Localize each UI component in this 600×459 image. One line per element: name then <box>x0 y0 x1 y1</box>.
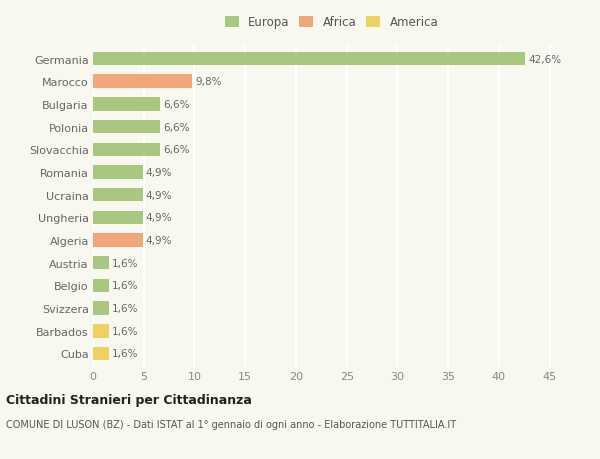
Bar <box>93 234 143 247</box>
Text: 42,6%: 42,6% <box>529 55 562 64</box>
Text: 6,6%: 6,6% <box>163 145 190 155</box>
Text: 4,9%: 4,9% <box>146 235 172 246</box>
Bar <box>93 98 160 112</box>
Bar <box>93 53 526 66</box>
Text: 4,9%: 4,9% <box>146 168 172 178</box>
Bar <box>93 347 109 360</box>
Text: 4,9%: 4,9% <box>146 213 172 223</box>
Bar <box>93 121 160 134</box>
Bar <box>93 302 109 315</box>
Text: 4,9%: 4,9% <box>146 190 172 200</box>
Legend: Europa, Africa, America: Europa, Africa, America <box>224 17 439 29</box>
Text: 6,6%: 6,6% <box>163 123 190 132</box>
Text: 9,8%: 9,8% <box>196 77 222 87</box>
Bar <box>93 75 193 89</box>
Text: 1,6%: 1,6% <box>112 349 139 358</box>
Text: 1,6%: 1,6% <box>112 258 139 268</box>
Text: Cittadini Stranieri per Cittadinanza: Cittadini Stranieri per Cittadinanza <box>6 393 252 406</box>
Bar <box>93 211 143 224</box>
Text: COMUNE DI LUSON (BZ) - Dati ISTAT al 1° gennaio di ogni anno - Elaborazione TUTT: COMUNE DI LUSON (BZ) - Dati ISTAT al 1° … <box>6 419 456 429</box>
Bar <box>93 143 160 157</box>
Bar <box>93 189 143 202</box>
Text: 1,6%: 1,6% <box>112 281 139 291</box>
Text: 1,6%: 1,6% <box>112 303 139 313</box>
Bar <box>93 256 109 270</box>
Bar <box>93 279 109 292</box>
Bar <box>93 324 109 338</box>
Text: 1,6%: 1,6% <box>112 326 139 336</box>
Bar <box>93 166 143 179</box>
Text: 6,6%: 6,6% <box>163 100 190 110</box>
